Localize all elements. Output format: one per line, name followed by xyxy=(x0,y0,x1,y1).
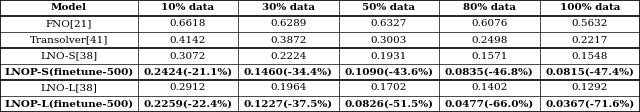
Text: LNOP-L(finetune-500): LNOP-L(finetune-500) xyxy=(4,99,133,109)
Text: LNO-L[38]: LNO-L[38] xyxy=(40,84,97,93)
Text: 0.1090(-43.6%): 0.1090(-43.6%) xyxy=(344,68,433,76)
Text: 0.1402: 0.1402 xyxy=(471,84,508,93)
Text: 0.3003: 0.3003 xyxy=(371,36,407,44)
Text: 0.1931: 0.1931 xyxy=(371,52,407,60)
Text: 0.1964: 0.1964 xyxy=(270,84,307,93)
Text: 10% data: 10% data xyxy=(161,3,214,13)
Text: 0.0815(-47.4%): 0.0815(-47.4%) xyxy=(545,68,634,76)
Text: 0.0477(-66.0%): 0.0477(-66.0%) xyxy=(445,99,534,109)
Text: 0.0826(-51.5%): 0.0826(-51.5%) xyxy=(344,99,433,109)
Text: 0.2498: 0.2498 xyxy=(471,36,508,44)
Text: 30% data: 30% data xyxy=(262,3,315,13)
Text: 0.3072: 0.3072 xyxy=(170,52,206,60)
Text: LNOP-S(finetune-500): LNOP-S(finetune-500) xyxy=(4,68,133,76)
Text: 0.1702: 0.1702 xyxy=(371,84,407,93)
Text: 0.0367(-71.6%): 0.0367(-71.6%) xyxy=(545,99,634,109)
Text: 0.0835(-46.8%): 0.0835(-46.8%) xyxy=(445,68,534,76)
Text: 0.2217: 0.2217 xyxy=(572,36,608,44)
Text: 0.1548: 0.1548 xyxy=(572,52,608,60)
Text: 0.3872: 0.3872 xyxy=(270,36,307,44)
Text: 0.2224: 0.2224 xyxy=(270,52,307,60)
Text: 0.4142: 0.4142 xyxy=(170,36,206,44)
Text: 0.1292: 0.1292 xyxy=(572,84,608,93)
Text: 0.2259(-22.4%): 0.2259(-22.4%) xyxy=(143,99,232,109)
Text: Model: Model xyxy=(51,3,87,13)
Text: LNO-S[38]: LNO-S[38] xyxy=(40,52,97,60)
Text: 0.6076: 0.6076 xyxy=(471,19,508,28)
Text: FNO[21]: FNO[21] xyxy=(45,19,92,28)
Text: 0.1571: 0.1571 xyxy=(471,52,508,60)
Text: 0.6289: 0.6289 xyxy=(270,19,307,28)
Text: 0.6327: 0.6327 xyxy=(371,19,407,28)
Text: 0.2912: 0.2912 xyxy=(170,84,206,93)
Text: 0.1227(-37.5%): 0.1227(-37.5%) xyxy=(244,99,333,109)
Text: 100% data: 100% data xyxy=(559,3,620,13)
Text: 50% data: 50% data xyxy=(362,3,415,13)
Text: 0.2424(-21.1%): 0.2424(-21.1%) xyxy=(143,68,232,76)
Text: 80% data: 80% data xyxy=(463,3,516,13)
Text: 0.6618: 0.6618 xyxy=(170,19,206,28)
Text: 0.1460(-34.4%): 0.1460(-34.4%) xyxy=(244,68,333,76)
Text: Transolver[41]: Transolver[41] xyxy=(29,36,108,44)
Text: 0.5632: 0.5632 xyxy=(572,19,608,28)
